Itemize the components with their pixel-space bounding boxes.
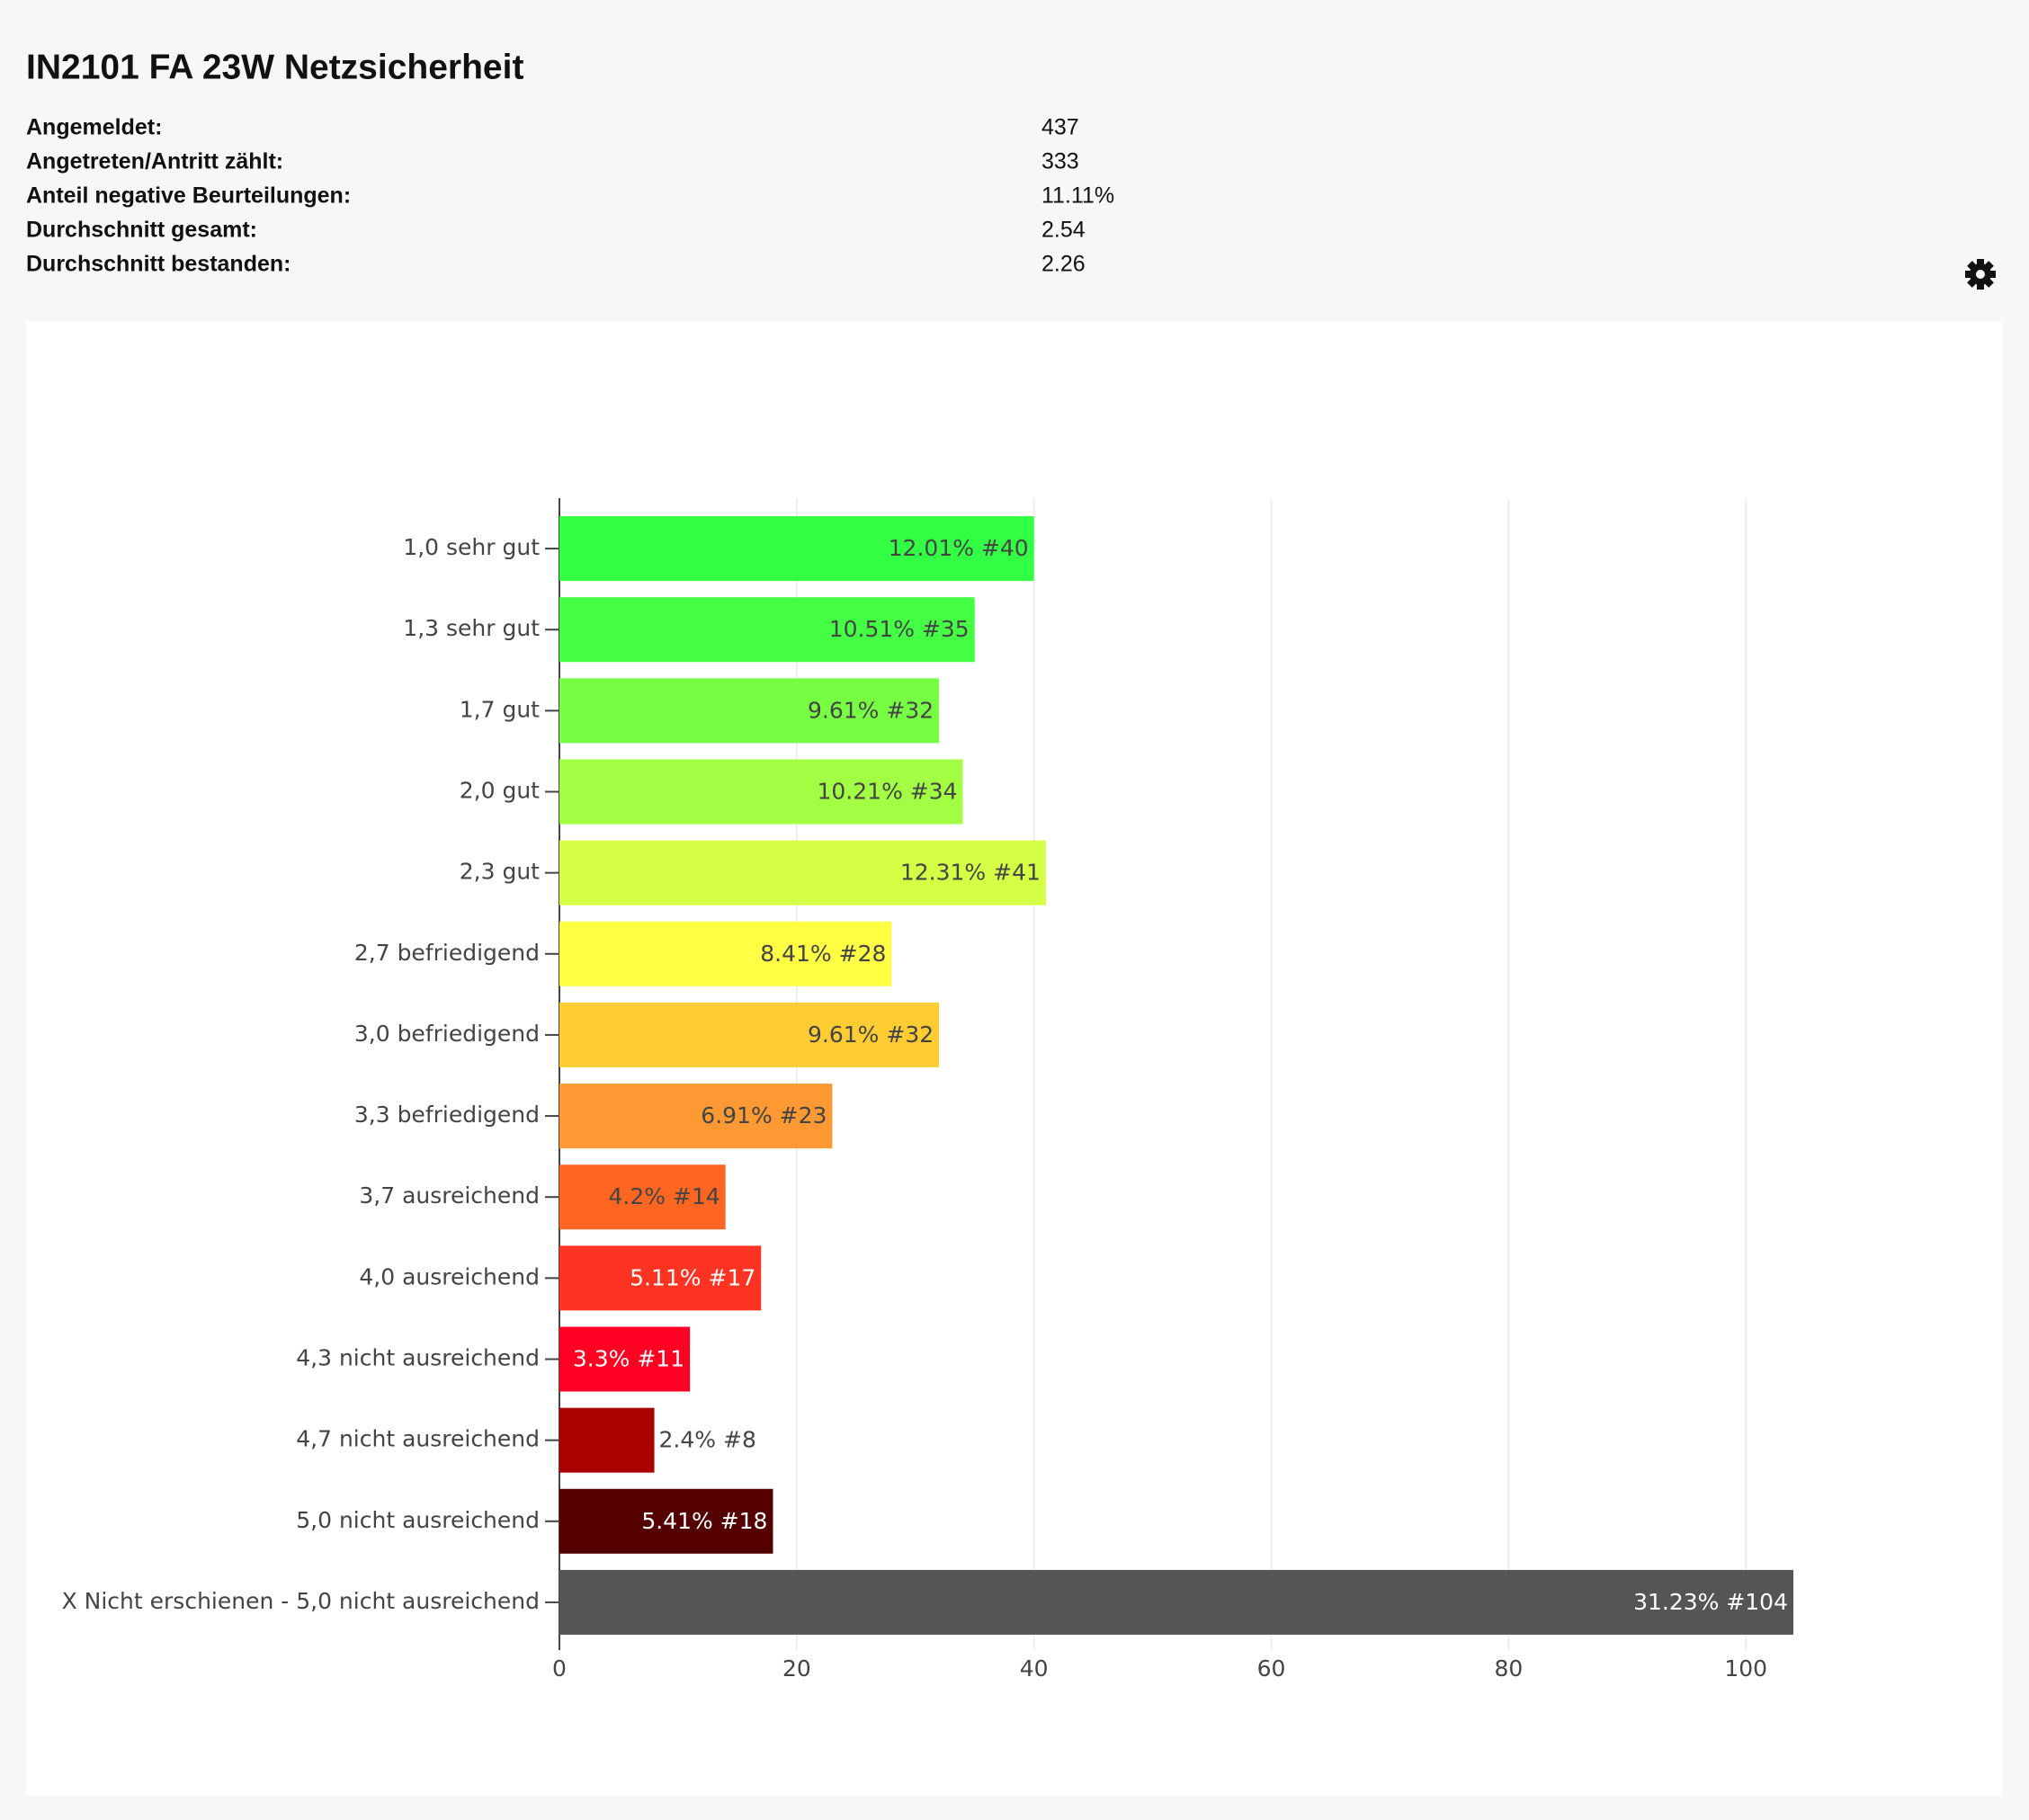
x-tick-label: 60 [1257, 1655, 1286, 1682]
y-tick-label: 1,3 sehr gut [403, 615, 540, 641]
bar [559, 1002, 940, 1067]
value-label: 5.41% #18 [641, 1508, 767, 1534]
bar [559, 1164, 726, 1230]
value-label: 8.41% #28 [760, 941, 886, 967]
bar [559, 840, 1046, 906]
value-label: 9.61% #32 [808, 697, 934, 723]
value-label: 10.51% #35 [829, 616, 970, 642]
y-tick-label: 1,0 sehr gut [403, 534, 540, 560]
y-tick-label: 5,0 nicht ausreichend [296, 1507, 540, 1533]
x-tick-label: 20 [782, 1655, 811, 1682]
x-tick-label: 100 [1724, 1655, 1767, 1682]
value-label: 4.2% #14 [608, 1183, 720, 1209]
x-tick-label: 40 [1020, 1655, 1049, 1682]
stat-value: 2.26 [1041, 252, 1086, 277]
bar [559, 1407, 655, 1473]
x-tick-label: 0 [552, 1655, 567, 1682]
y-tick-label: 1,7 gut [460, 696, 540, 722]
value-label: 9.61% #32 [808, 1022, 934, 1048]
stat-value: 437 [1041, 115, 1079, 140]
settings-icon[interactable] [1965, 259, 1996, 290]
gear-hole [1976, 270, 1985, 279]
value-label: 2.4% #8 [659, 1427, 756, 1453]
bar [559, 1569, 1793, 1635]
y-tick-label: 2,3 gut [460, 859, 540, 885]
value-label: 3.3% #11 [573, 1346, 684, 1372]
stat-label: Anteil negative Beurteilungen: [26, 183, 351, 209]
y-tick-label: 4,3 nicht ausreichend [296, 1345, 540, 1371]
value-label: 12.01% #40 [889, 535, 1029, 561]
y-tick-label: 2,0 gut [460, 778, 540, 804]
value-label: 10.21% #34 [818, 779, 958, 805]
y-tick-label: 3,7 ausreichend [359, 1182, 540, 1209]
bar [559, 678, 940, 744]
stat-value: 11.11% [1041, 183, 1114, 209]
y-tick-label: 4,7 nicht ausreichend [296, 1426, 540, 1452]
bar [559, 1245, 762, 1311]
bar [559, 1326, 691, 1392]
value-label: 6.91% #23 [701, 1102, 827, 1129]
value-label: 31.23% #104 [1633, 1589, 1788, 1615]
y-tick-label: 3,0 befriedigend [354, 1021, 540, 1047]
x-tick-label: 80 [1494, 1655, 1523, 1682]
y-tick-label: 3,3 befriedigend [354, 1102, 540, 1128]
bar [559, 516, 1034, 582]
page-title: IN2101 FA 23W Netzsicherheit [26, 48, 523, 86]
y-tick-label: X Nicht erschienen - 5,0 nicht ausreiche… [62, 1588, 540, 1614]
stat-label: Angemeldet: [26, 115, 162, 140]
bar [559, 597, 975, 663]
stat-label: Angetreten/Antritt zählt: [26, 149, 283, 174]
bar [559, 1084, 833, 1149]
bar [559, 759, 963, 825]
y-tick-label: 4,0 ausreichend [359, 1263, 540, 1289]
value-label: 12.31% #41 [900, 860, 1041, 886]
stat-value: 333 [1041, 149, 1079, 174]
stat-label: Durchschnitt gesamt: [26, 218, 257, 243]
stat-value: 2.54 [1041, 218, 1086, 243]
value-label: 5.11% #17 [630, 1264, 755, 1290]
bar [559, 921, 892, 986]
y-tick-label: 2,7 befriedigend [354, 940, 540, 966]
stat-label: Durchschnitt bestanden: [26, 252, 290, 277]
bar [559, 1488, 773, 1554]
